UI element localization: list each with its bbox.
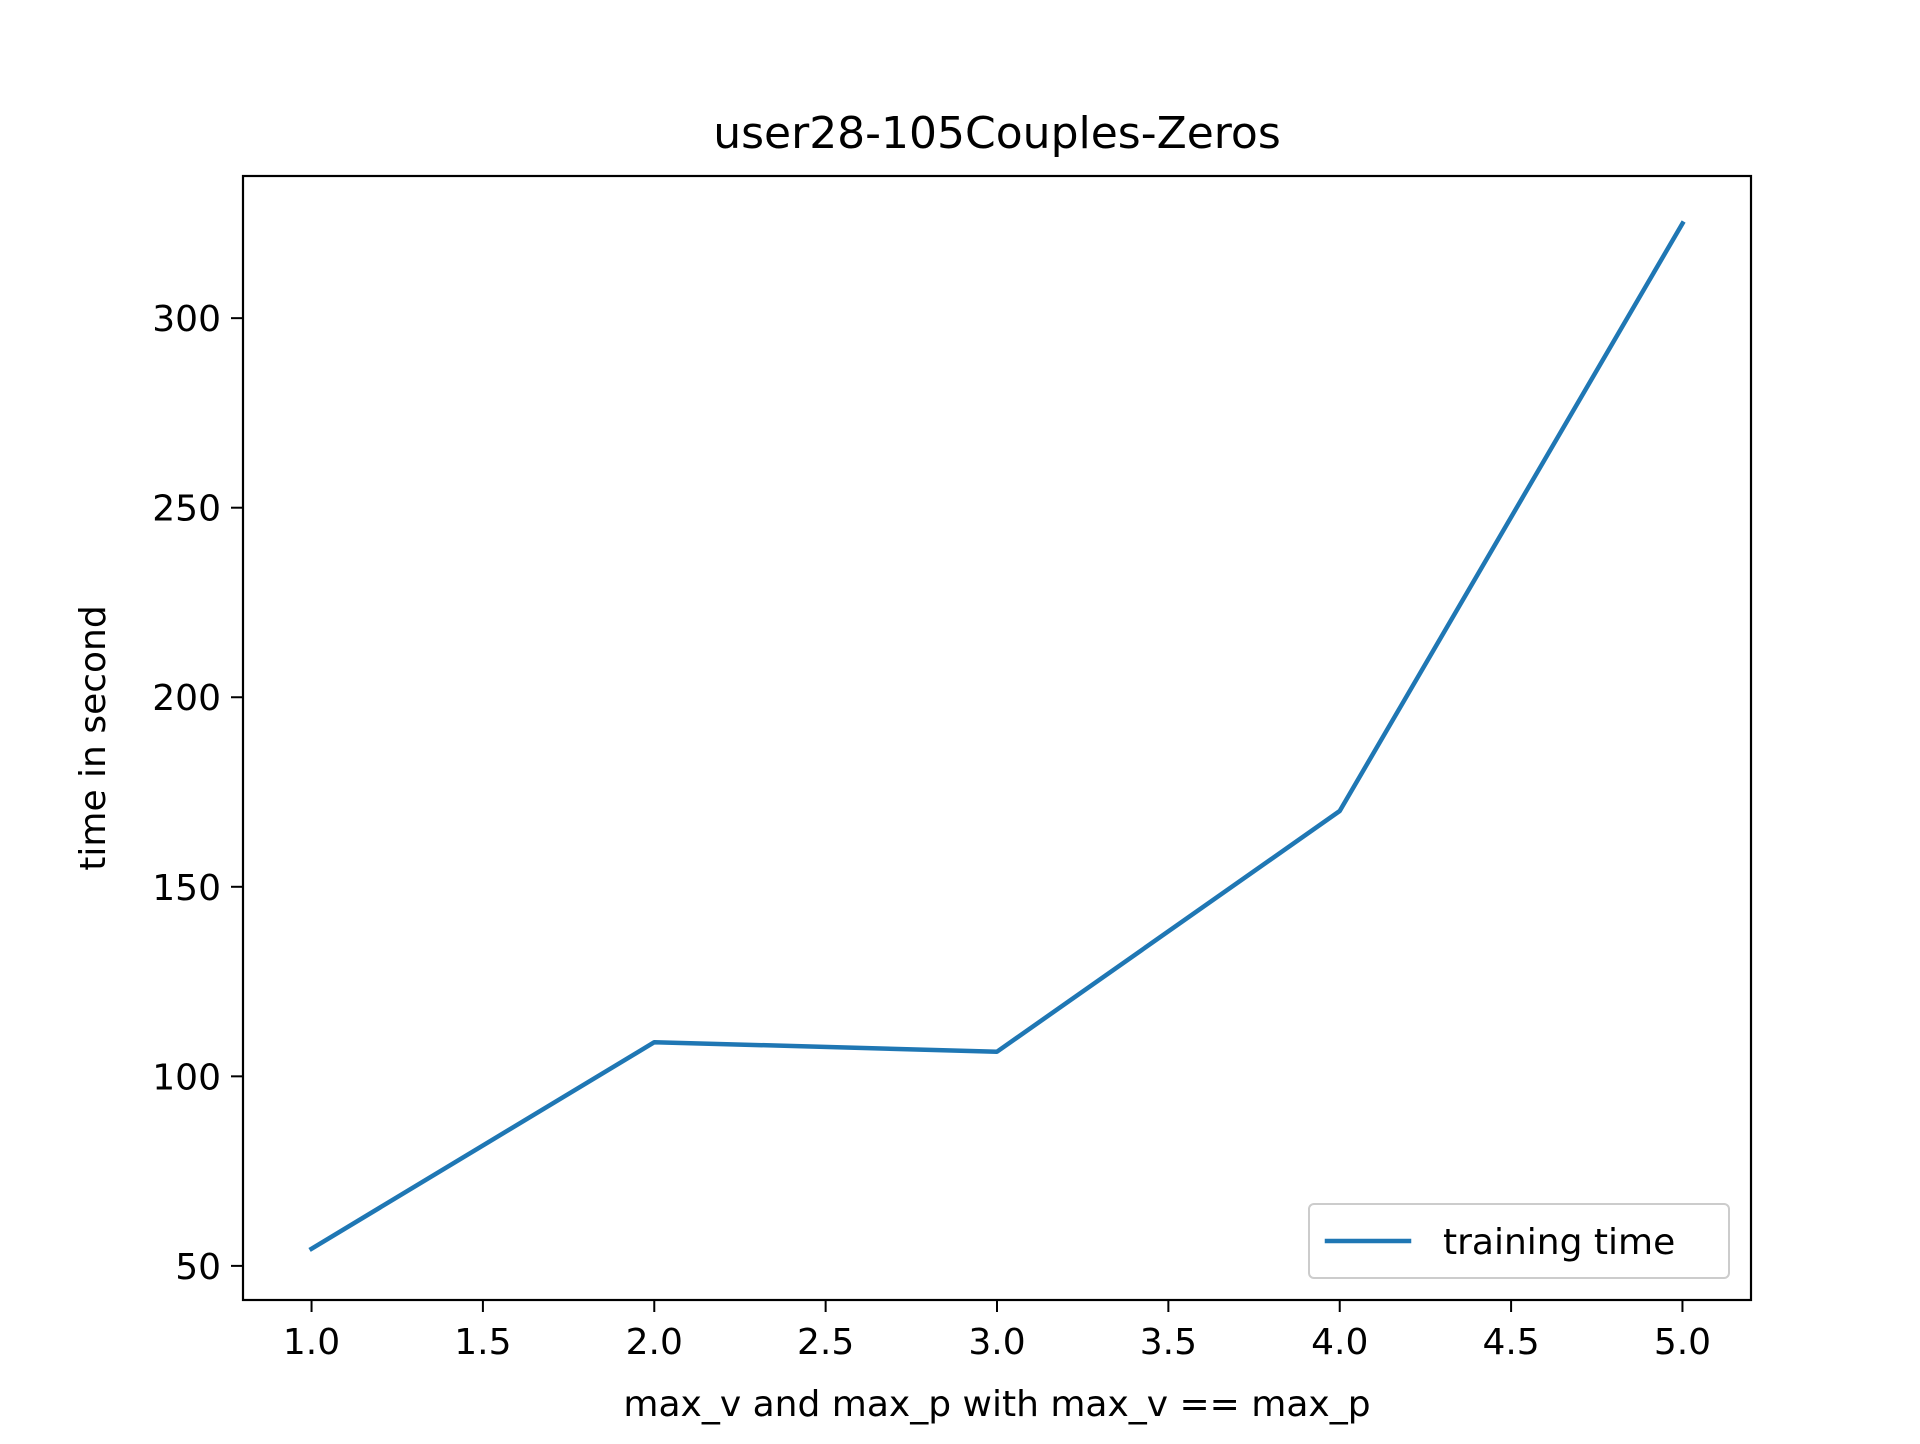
y-tick-label: 250: [152, 489, 221, 530]
x-tick-label: 2.0: [626, 1322, 683, 1363]
x-tick-label: 5.0: [1654, 1322, 1711, 1363]
y-axis-label: time in second: [73, 605, 114, 870]
legend-series-label: training time: [1443, 1222, 1675, 1263]
plot-frame: [241, 174, 1753, 1302]
x-tick-label: 2.5: [797, 1322, 854, 1363]
x-tick-label: 3.5: [1140, 1322, 1197, 1363]
axis-ticks: 1.0 1.5 2.0 2.5 3.0 3.5 4.0 4.5 5.0 50 100 150 200 25…: [152, 299, 1711, 1363]
x-tick-label: 3.0: [968, 1322, 1025, 1363]
y-tick-label: 150: [152, 868, 221, 909]
x-tick-label: 4.0: [1311, 1322, 1368, 1363]
x-tick-label: 4.5: [1482, 1322, 1539, 1363]
x-tick-label: 1.0: [283, 1322, 340, 1363]
series-layer: [308, 220, 1686, 1252]
y-tick-label: 300: [152, 299, 221, 340]
y-tick-label: 50: [175, 1247, 221, 1288]
y-tick-label: 100: [152, 1057, 221, 1098]
legend-box: [1308, 1203, 1730, 1279]
chart-title: user28-105Couples-Zeros: [713, 108, 1281, 159]
y-tick-label: 200: [152, 678, 221, 719]
series-line: [308, 220, 1686, 1252]
x-tick-label: 1.5: [454, 1322, 511, 1363]
legend: training time: [1308, 1203, 1730, 1279]
x-axis-label: max_v and max_p with max_v == max_p: [623, 1384, 1370, 1425]
